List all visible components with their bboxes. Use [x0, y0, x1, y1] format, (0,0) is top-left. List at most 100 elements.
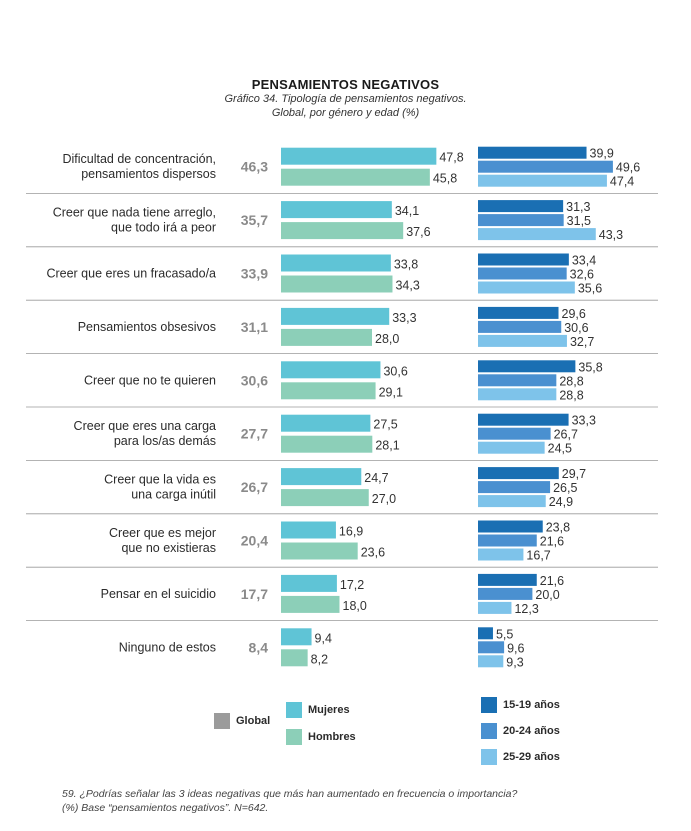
category-label: Dificultad de concentración,	[62, 152, 216, 166]
bar-value-label: 17,2	[340, 578, 364, 592]
bar-age_25_29	[478, 281, 575, 294]
bar-value-label: 30,6	[564, 321, 588, 335]
bar-hombres	[281, 435, 373, 453]
bar-value-label: 29,1	[379, 385, 403, 399]
footnote-base: (%) Base “pensamientos negativos”. N=642…	[62, 802, 269, 814]
bar-value-label: 31,3	[566, 200, 590, 214]
bar-value-label: 30,6	[383, 364, 407, 378]
category-label: Creer que la vida es	[104, 473, 216, 487]
bar-value-label: 47,4	[610, 175, 634, 189]
bar-value-label: 24,9	[549, 495, 573, 509]
bar-mujeres	[281, 574, 337, 592]
bar-hombres	[281, 382, 376, 400]
global-value-label: 17,7	[241, 586, 268, 602]
category-label: que no existieras	[121, 541, 216, 555]
bar-age_20_24	[478, 587, 533, 600]
bar-age_20_24	[478, 427, 551, 440]
bar-age_15_19	[478, 306, 559, 319]
bar-value-label: 27,5	[373, 418, 397, 432]
bar-value-label: 33,4	[572, 254, 596, 268]
bar-age_25_29	[478, 228, 596, 241]
bar-value-label: 29,6	[562, 307, 586, 321]
bar-value-label: 35,8	[578, 360, 602, 374]
bar-value-label: 28,0	[375, 332, 399, 346]
bar-hombres	[281, 595, 340, 613]
bar-value-label: 34,1	[395, 204, 419, 218]
bar-age_25_29	[478, 655, 504, 668]
bar-value-label: 24,5	[548, 442, 572, 456]
legend-swatch-hombres	[286, 729, 302, 745]
global-value-label: 46,3	[241, 159, 268, 175]
bar-value-label: 28,8	[559, 388, 583, 402]
chart-title: PENSAMIENTOS NEGATIVOS	[251, 77, 440, 92]
bar-value-label: 47,8	[439, 151, 463, 165]
bar-age_15_19	[478, 200, 564, 213]
bar-value-label: 29,7	[562, 467, 586, 481]
global-value-label: 35,7	[241, 212, 268, 228]
bar-value-label: 16,7	[526, 549, 550, 563]
bar-age_15_19	[478, 253, 569, 266]
bar-age_20_24	[478, 160, 613, 173]
bar-mujeres	[281, 521, 336, 539]
bar-value-label: 21,6	[540, 535, 564, 549]
bar-age_20_24	[478, 374, 557, 387]
category-label: Pensamientos obsesivos	[78, 320, 216, 334]
bar-age_15_19	[478, 360, 576, 373]
bar-value-label: 45,8	[433, 172, 457, 186]
bar-value-label: 20,0	[535, 588, 559, 602]
legend-label-mujeres: Mujeres	[308, 704, 350, 716]
bar-mujeres	[281, 468, 362, 486]
bar-value-label: 43,3	[599, 228, 623, 242]
bar-age_20_24	[478, 534, 537, 547]
bar-value-label: 24,7	[364, 471, 388, 485]
category-label: Creer que eres una carga	[74, 419, 216, 433]
bar-age_15_19	[478, 146, 587, 159]
bar-age_15_19	[478, 573, 537, 586]
bar-value-label: 9,4	[315, 631, 332, 645]
category-label: Creer que no te quieren	[84, 373, 216, 387]
global-value-label: 33,9	[241, 266, 268, 282]
bar-mujeres	[281, 307, 390, 325]
bar-age_25_29	[478, 495, 546, 508]
chart-canvas: Dificultad de concentración,pensamientos…	[26, 146, 658, 669]
bar-hombres	[281, 649, 308, 667]
bar-value-label: 26,5	[553, 481, 577, 495]
global-value-label: 8,4	[249, 639, 269, 655]
bar-age_15_19	[478, 467, 559, 480]
global-value-label: 30,6	[241, 372, 268, 388]
bar-value-label: 39,9	[590, 147, 614, 161]
bar-age_15_19	[478, 627, 493, 640]
legend-label-global: Global	[236, 715, 271, 727]
bar-mujeres	[281, 147, 437, 165]
category-label: Ninguno de estos	[119, 640, 216, 654]
bar-value-label: 18,0	[343, 599, 367, 613]
legend-swatch-15-19	[481, 697, 497, 713]
category-label: Creer que nada tiene arreglo,	[53, 206, 216, 220]
bar-value-label: 31,5	[567, 214, 591, 228]
legend-label-hombres: Hombres	[308, 731, 356, 743]
global-value-label: 31,1	[241, 319, 268, 335]
bar-hombres	[281, 168, 430, 186]
footnote-question: 59. ¿Podrías señalar las 3 ideas negativ…	[62, 788, 518, 800]
category-label: que todo irá a peor	[111, 221, 216, 235]
category-label: pensamientos dispersos	[81, 167, 216, 181]
global-value-label: 26,7	[241, 479, 268, 495]
global-value-label: 20,4	[241, 533, 268, 549]
chart-subtitle-line2: Global, por género y edad (%)	[271, 107, 420, 119]
bar-age_20_24	[478, 641, 505, 654]
bar-value-label: 33,8	[394, 258, 418, 272]
bar-age_25_29	[478, 601, 512, 614]
legend-label-20-24: 20-24 años	[503, 725, 560, 737]
bar-mujeres	[281, 361, 381, 379]
legend-swatch-global	[214, 713, 230, 729]
bar-value-label: 12,3	[514, 602, 538, 616]
bar-age_25_29	[478, 388, 557, 401]
bar-value-label: 8,2	[311, 652, 328, 666]
bar-hombres	[281, 489, 369, 507]
legend-label-25-29: 25-29 años	[503, 751, 560, 763]
bar-mujeres	[281, 201, 392, 219]
bar-age_25_29	[478, 441, 545, 454]
bar-age_25_29	[478, 548, 524, 561]
bar-value-label: 33,3	[572, 414, 596, 428]
chart-subtitle-line1: Gráfico 34. Tipología de pensamientos ne…	[224, 93, 467, 105]
